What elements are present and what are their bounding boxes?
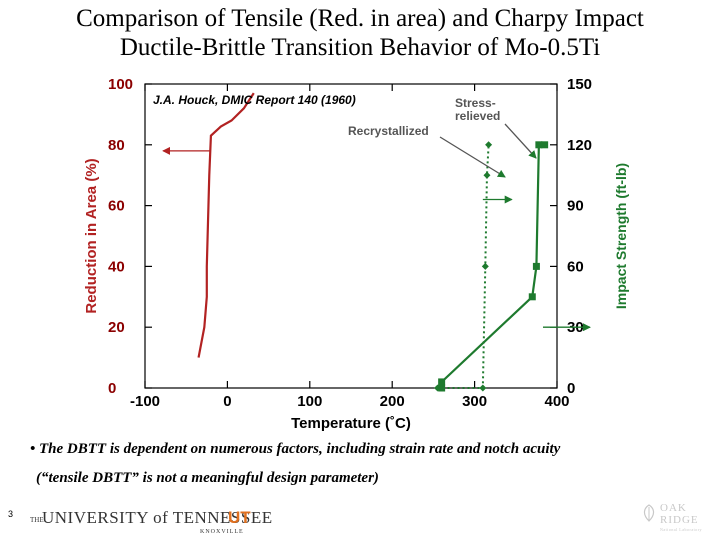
data-point — [481, 262, 489, 270]
ut-mark: UT — [228, 508, 251, 527]
x-axis-label: Temperature (˚C) — [291, 415, 411, 432]
university-name: UNIVERSITY of TENNESSEE — [42, 508, 273, 527]
university-prefix: THE — [30, 516, 44, 524]
left-y-tick-label: 80 — [108, 137, 125, 154]
data-point — [541, 141, 549, 149]
data-point — [479, 384, 487, 392]
x-tick-label: 100 — [297, 393, 322, 410]
series-line-3 — [437, 144, 490, 389]
ornl-logo: OAK RIDGE National Laboratory — [640, 500, 710, 536]
x-tick-label: 400 — [544, 393, 569, 410]
leader-recrystallized — [439, 136, 506, 178]
bullet-note-line-2: (“tensile DBTT” is not a meaningful desi… — [36, 470, 379, 486]
right-axis-label: Impact Strength (ft-lb) — [613, 163, 629, 309]
data-point — [485, 141, 493, 149]
x-tick-label: 300 — [462, 393, 487, 410]
right-y-tick-label: 90 — [567, 198, 584, 215]
slide-title-line-1: Comparison of Tensile (Red. in area) and… — [76, 5, 644, 32]
leaf-icon — [643, 504, 655, 522]
data-point — [438, 378, 446, 386]
x-tick-label: 0 — [223, 393, 231, 410]
slide-title: Comparison of Tensile (Red. in area) and… — [0, 4, 720, 62]
data-point — [535, 141, 543, 149]
data-point — [438, 384, 446, 392]
series-line-2 — [440, 143, 545, 388]
annotation-stress-relieved-line-1: Stress- — [455, 96, 496, 110]
left-y-tick-label: 40 — [108, 258, 125, 275]
left-y-tick-label: 20 — [108, 319, 125, 336]
data-point — [528, 293, 536, 301]
series-line-1 — [197, 92, 255, 358]
plot-frame — [144, 83, 558, 389]
x-tick-label: -100 — [130, 393, 160, 410]
right-y-tick-label: 60 — [567, 258, 584, 275]
left-y-tick-label: 100 — [108, 76, 133, 93]
lab-name-line-3: National Laboratory — [660, 527, 703, 532]
right-y-tick-label: 150 — [567, 76, 592, 93]
page-number: 3 — [8, 509, 14, 519]
lab-name-line-2: RIDGE — [660, 514, 699, 526]
right-y-tick-label: 0 — [567, 380, 575, 397]
left-y-tick-label: 0 — [108, 380, 116, 397]
annotation-stress-relieved-line-2: relieved — [455, 109, 500, 123]
data-point — [532, 262, 540, 270]
bullet-note-line-1: • The DBTT is dependent on numerous fact… — [30, 441, 561, 457]
data-point — [483, 171, 491, 179]
source-annotation: J.A. Houck, DMIC Report 140 (1960) — [153, 93, 356, 107]
lab-name-line-1: OAK — [660, 502, 687, 514]
right-y-tick-label: 120 — [567, 137, 592, 154]
x-tick-label: 200 — [380, 393, 405, 410]
left-axis-label: Reduction in Area (%) — [83, 158, 100, 313]
campus-name: KNOXVILLE — [200, 529, 244, 535]
data-point — [434, 384, 442, 392]
left-y-tick-label: 60 — [108, 198, 125, 215]
slide-title-line-2: Ductile-Brittle Transition Behavior of M… — [119, 34, 601, 61]
leader-stress-relieved — [504, 123, 537, 159]
annotation-recrystallized: Recrystallized — [348, 124, 429, 138]
